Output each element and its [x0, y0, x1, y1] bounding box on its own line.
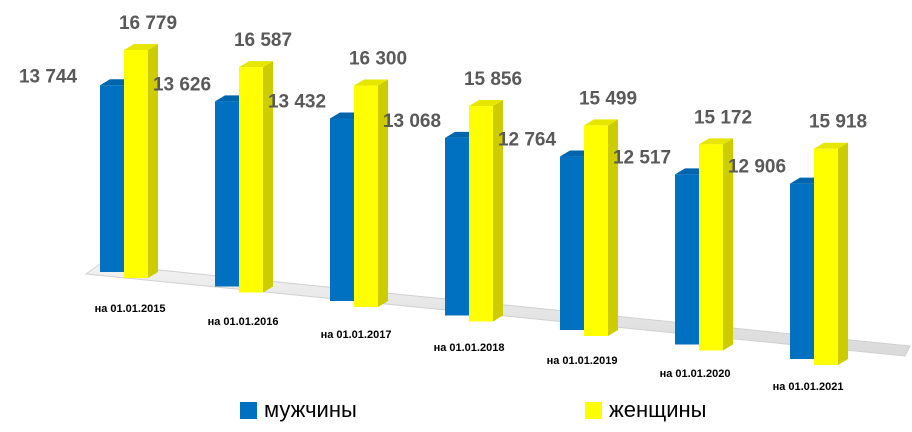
bar-top: [814, 142, 848, 149]
bar: [699, 144, 723, 351]
bar-top: [124, 44, 158, 50]
bar-top: [239, 61, 273, 68]
bar-side: [378, 79, 388, 307]
bar-top: [354, 79, 388, 86]
x-tick-label: на 01.01.2020: [660, 368, 731, 380]
bar: [790, 183, 814, 359]
x-tick-label: на 01.01.2019: [547, 355, 618, 367]
bar: [469, 106, 493, 322]
data-label: 15 918: [809, 112, 867, 133]
legend-label: женщины: [609, 397, 706, 422]
data-label: 12 906: [728, 157, 786, 178]
data-label: 12 517: [613, 147, 671, 168]
bar-top: [584, 119, 618, 126]
legend-swatch: [240, 402, 257, 419]
data-label: 15 499: [579, 88, 637, 109]
bar: [215, 101, 239, 287]
bar-side: [493, 100, 503, 322]
data-label: 13 068: [383, 111, 441, 132]
bar: [445, 137, 469, 316]
bar-side: [838, 142, 848, 365]
bar: [584, 125, 608, 336]
x-tick-label: на 01.01.2016: [208, 316, 279, 328]
data-label: 13 432: [268, 91, 326, 112]
data-label: 16 300: [349, 49, 407, 70]
bar: [814, 148, 838, 365]
data-label: 12 764: [498, 130, 557, 151]
bar-side: [263, 61, 273, 293]
bar: [124, 50, 148, 278]
data-label: 16 587: [234, 30, 292, 51]
bar-side: [608, 119, 618, 336]
bar: [100, 85, 124, 272]
data-label: 16 779: [119, 13, 177, 34]
data-label: 15 172: [694, 107, 752, 128]
bar-top: [699, 138, 733, 145]
bar: [560, 156, 584, 330]
x-tick-label: на 01.01.2018: [434, 342, 505, 354]
legend-swatch: [585, 402, 602, 419]
x-tick-label: на 01.01.2015: [95, 303, 166, 315]
bar-top: [469, 100, 503, 107]
bar: [239, 67, 263, 293]
legend-label: мужчины: [264, 397, 357, 422]
bar-side: [148, 44, 158, 278]
data-label: 15 856: [464, 69, 522, 90]
x-tick-label: на 01.01.2021: [773, 381, 844, 393]
bar: [354, 85, 378, 307]
bar: [330, 118, 354, 301]
data-label: 13 626: [153, 74, 211, 95]
data-label: 13 744: [19, 66, 78, 87]
bar-side: [723, 138, 733, 351]
x-tick-label: на 01.01.2017: [321, 329, 392, 341]
bar: [675, 174, 699, 345]
